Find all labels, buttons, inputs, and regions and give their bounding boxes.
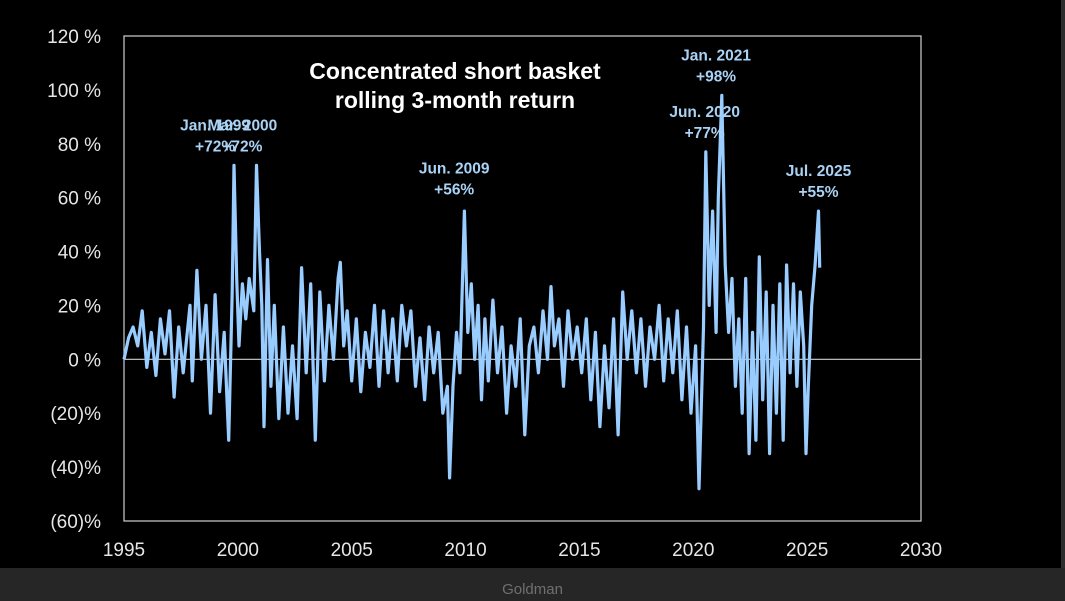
chart-title-line-2: rolling 3-month return xyxy=(335,87,575,113)
x-tick-label: 2010 xyxy=(444,540,486,561)
y-tick-label: (60)% xyxy=(50,512,101,533)
chart-title-line-1: Concentrated short basket xyxy=(309,58,601,84)
annotation-value: +72% xyxy=(195,138,235,155)
annotation-value: +77% xyxy=(685,125,725,142)
x-tick-label: 2030 xyxy=(900,540,942,561)
series-line xyxy=(122,93,822,491)
right-edge-strip xyxy=(1061,0,1065,568)
x-tick-label: 2025 xyxy=(786,540,828,561)
y-tick-label: 60 % xyxy=(58,189,101,210)
annotation-date: Jun. 2009 xyxy=(419,160,490,177)
annotation-value: +55% xyxy=(798,184,838,201)
annotation-date: Mar. 2000 xyxy=(208,117,278,134)
peak-annotation: Jan. 1999 +72% xyxy=(180,117,250,155)
peak-annotation: Jul. 2025 +55% xyxy=(786,163,852,201)
y-tick-label: (40)% xyxy=(50,458,101,479)
annotation-date: Jun. 2020 xyxy=(669,104,740,121)
y-tick-label: 40 % xyxy=(58,243,101,264)
y-tick-label: 120 % xyxy=(47,27,101,48)
y-tick-label: 20 % xyxy=(58,296,101,317)
annotation-value: +98% xyxy=(696,68,736,85)
peak-annotation: Jun. 2009 +56% xyxy=(419,160,490,198)
x-tick-label: 2020 xyxy=(672,540,714,561)
annotation-date: Jul. 2025 xyxy=(786,163,852,180)
y-tick-label: 0 % xyxy=(68,350,101,371)
plot-frame xyxy=(123,35,922,522)
x-tick-label: 2015 xyxy=(558,540,600,561)
x-tick-label: 2000 xyxy=(217,540,259,561)
peak-annotation: Jun. 2020 +77% xyxy=(669,104,740,142)
x-tick-label: 1995 xyxy=(103,540,145,561)
x-tick-label: 2005 xyxy=(331,540,373,561)
annotation-date: Jan. 1999 xyxy=(180,117,250,134)
y-tick-label: 80 % xyxy=(58,135,101,156)
annotation-value: +72% xyxy=(222,138,262,155)
annotation-value: +56% xyxy=(434,181,474,198)
caption-bar: Goldman xyxy=(0,568,1065,601)
chart-svg: (60)% (40)% (20)% 0 % 20 % 40 % 60 % 80 % 100 % 1… xyxy=(47,27,942,561)
y-tick-label: (20)% xyxy=(50,404,101,425)
peak-annotation: Mar. 2000 +72% xyxy=(208,117,278,155)
peak-annotation: Jan. 2021 +98% xyxy=(681,47,751,85)
source-caption: Goldman xyxy=(502,581,563,598)
annotation-date: Jan. 2021 xyxy=(681,47,751,64)
y-tick-label: 100 % xyxy=(47,81,101,102)
chart-panel: (60)% (40)% (20)% 0 % 20 % 40 % 60 % 80 % 100 % 1… xyxy=(47,27,943,561)
